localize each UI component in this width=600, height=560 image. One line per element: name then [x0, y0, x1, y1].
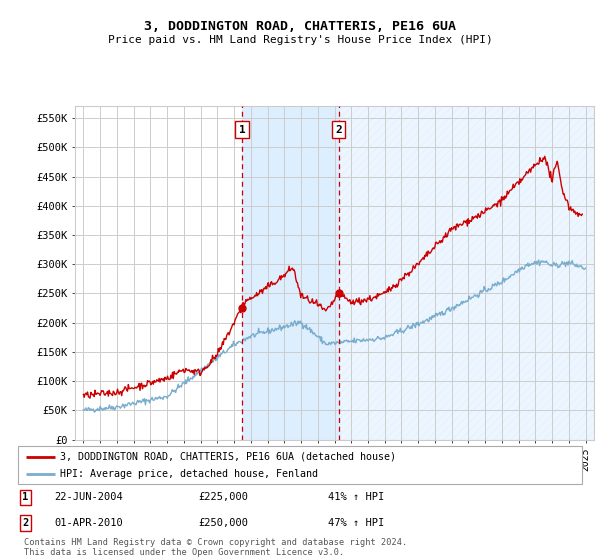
Text: HPI: Average price, detached house, Fenland: HPI: Average price, detached house, Fenl…	[60, 469, 319, 479]
Bar	[242, 106, 338, 440]
Text: 2: 2	[22, 518, 28, 528]
Text: £225,000: £225,000	[199, 492, 248, 502]
Text: Price paid vs. HM Land Registry's House Price Index (HPI): Price paid vs. HM Land Registry's House …	[107, 35, 493, 45]
Text: Contains HM Land Registry data © Crown copyright and database right 2024.
This d: Contains HM Land Registry data © Crown c…	[24, 538, 407, 557]
Text: £250,000: £250,000	[199, 518, 248, 528]
Text: 3, DODDINGTON ROAD, CHATTERIS, PE16 6UA (detached house): 3, DODDINGTON ROAD, CHATTERIS, PE16 6UA …	[60, 451, 397, 461]
Text: 22-JUN-2004: 22-JUN-2004	[55, 492, 124, 502]
Text: 3, DODDINGTON ROAD, CHATTERIS, PE16 6UA: 3, DODDINGTON ROAD, CHATTERIS, PE16 6UA	[144, 20, 456, 34]
Bar	[338, 106, 594, 440]
Text: 1: 1	[239, 125, 245, 135]
Text: 47% ↑ HPI: 47% ↑ HPI	[328, 518, 385, 528]
Text: 41% ↑ HPI: 41% ↑ HPI	[328, 492, 385, 502]
Text: 1: 1	[22, 492, 28, 502]
Text: 01-APR-2010: 01-APR-2010	[55, 518, 124, 528]
Text: 2: 2	[335, 125, 342, 135]
